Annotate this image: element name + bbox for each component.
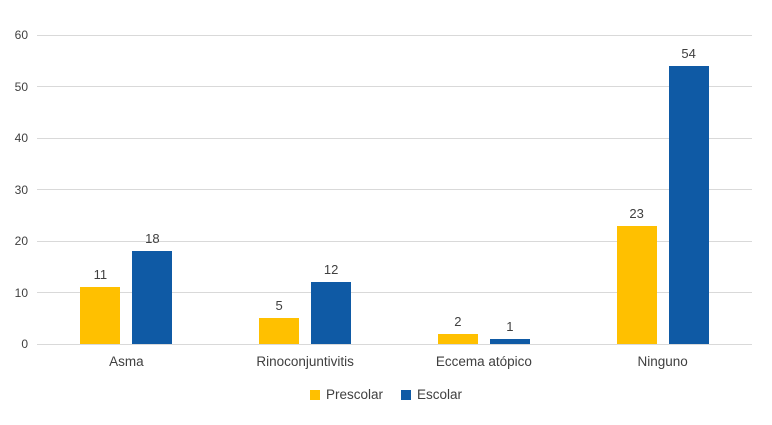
y-axis-tick-label: 10 bbox=[14, 285, 28, 300]
gridline bbox=[37, 86, 752, 87]
legend-item-escolar: Escolar bbox=[401, 387, 462, 403]
legend-label: Prescolar bbox=[325, 387, 383, 402]
gridline bbox=[37, 343, 752, 345]
gridline bbox=[37, 137, 752, 139]
bar-value-label: 5 bbox=[275, 298, 283, 314]
y-axis-tick-label: 30 bbox=[14, 182, 28, 197]
bar-value-label: 2 bbox=[454, 313, 462, 329]
y-axis-tick-label: 60 bbox=[14, 28, 28, 42]
bar-value-label: 23 bbox=[629, 205, 644, 221]
bar-prescolar-2 bbox=[259, 318, 300, 344]
x-axis-category-label: Eccema atópico bbox=[435, 354, 532, 369]
x-axis-category-label: Rinoconjuntivitis bbox=[256, 354, 354, 369]
legend-item-prescolar: Prescolar bbox=[309, 387, 383, 403]
y-axis-tick-label: 20 bbox=[14, 234, 28, 248]
y-axis-tick-label: 0 bbox=[21, 337, 28, 351]
y-axis-tick-label: 40 bbox=[14, 131, 28, 145]
legend: Prescolar Escolar bbox=[0, 387, 772, 403]
legend-swatch-prescolar bbox=[309, 390, 320, 400]
legend-swatch-escolar bbox=[401, 390, 411, 400]
bar-escolar-4 bbox=[668, 65, 709, 344]
x-axis-category-label: Ninguno bbox=[637, 354, 688, 369]
bar-value-label: 1 bbox=[506, 318, 514, 334]
y-axis-tick-label: 50 bbox=[14, 79, 28, 94]
bar-prescolar-4 bbox=[616, 225, 657, 344]
legend-label: Escolar bbox=[417, 387, 463, 402]
x-axis-category-label: Asma bbox=[109, 354, 144, 369]
bar-prescolar-1 bbox=[80, 287, 121, 344]
gridline bbox=[37, 240, 752, 242]
bar-value-label: 11 bbox=[93, 267, 108, 283]
gridline bbox=[37, 34, 752, 36]
bar-escolar-1 bbox=[132, 251, 173, 344]
bar-escolar-3 bbox=[489, 338, 530, 344]
bar-escolar-2 bbox=[311, 282, 352, 344]
bar-value-label: 54 bbox=[681, 45, 696, 61]
bar-prescolar-3 bbox=[437, 333, 478, 344]
bar-value-label: 12 bbox=[323, 262, 339, 278]
gridline bbox=[37, 292, 752, 293]
gridline bbox=[37, 189, 752, 190]
bar-value-label: 18 bbox=[145, 231, 160, 247]
